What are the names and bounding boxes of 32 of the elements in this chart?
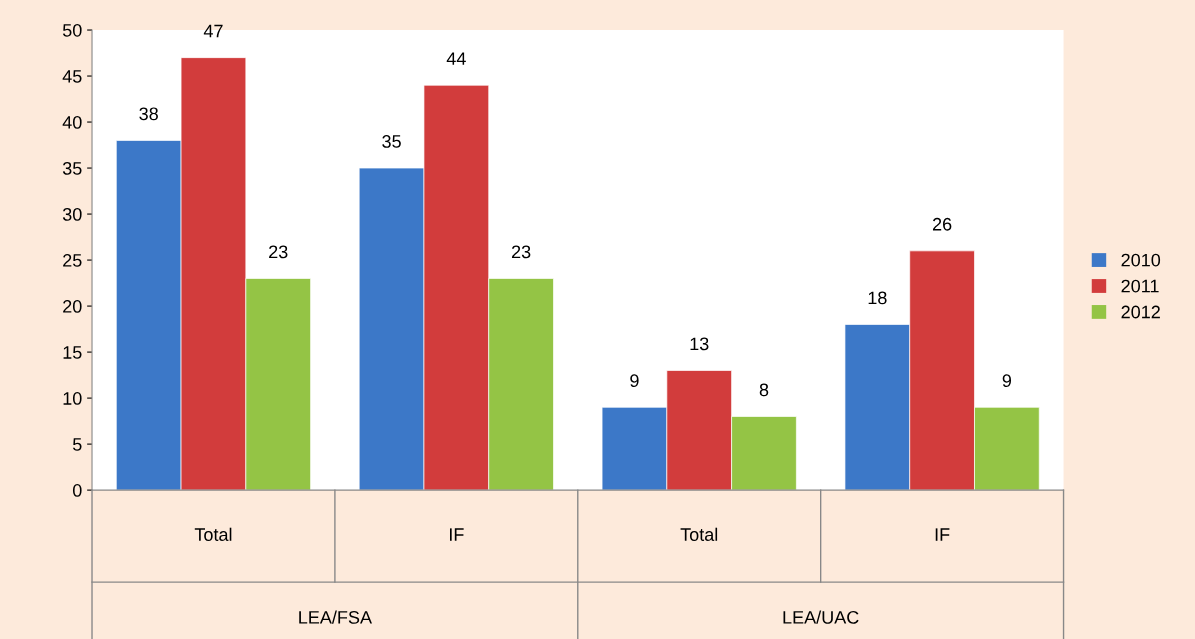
data-label: 8 bbox=[759, 383, 769, 397]
y-tick-label: 40 bbox=[62, 115, 82, 129]
text: LEA/UAC bbox=[783, 610, 859, 624]
x-tick-label: Total bbox=[194, 527, 232, 541]
legend-label: 2010 bbox=[1121, 253, 1161, 267]
data-label: 38 bbox=[139, 107, 158, 121]
legend-label: 2011 bbox=[1121, 279, 1159, 293]
y-tick-label: 0 bbox=[72, 484, 82, 497]
y-tick-label: 25 bbox=[63, 254, 82, 267]
text: LEA/FSA bbox=[299, 610, 372, 624]
legend-label: 2012 bbox=[1121, 305, 1160, 319]
data-label: 35 bbox=[382, 135, 401, 148]
data-label: 9 bbox=[1002, 374, 1012, 388]
data-label: 13 bbox=[690, 337, 709, 351]
data-label: 47 bbox=[203, 24, 223, 38]
y-tick-label: 10 bbox=[63, 392, 82, 405]
data-label: 26 bbox=[932, 217, 952, 231]
data-label: 23 bbox=[511, 245, 531, 259]
x-tick-label: IF bbox=[449, 528, 464, 541]
x-tick-label: IF bbox=[935, 528, 950, 541]
y-tick-label: 35 bbox=[62, 161, 82, 175]
y-tick-label: 50 bbox=[62, 23, 82, 37]
y-tick-label: 30 bbox=[62, 208, 82, 221]
y-tick-label: 45 bbox=[62, 70, 82, 83]
y-tick-label: 15 bbox=[63, 346, 82, 359]
data-label: 9 bbox=[630, 374, 639, 388]
x-tick-label: Total bbox=[680, 527, 718, 541]
y-tick-label: 5 bbox=[72, 438, 82, 451]
data-label: 23 bbox=[269, 245, 288, 259]
y-tick-label: 20 bbox=[63, 300, 82, 313]
data-label: 44 bbox=[446, 52, 466, 65]
data-label: 18 bbox=[868, 291, 887, 305]
